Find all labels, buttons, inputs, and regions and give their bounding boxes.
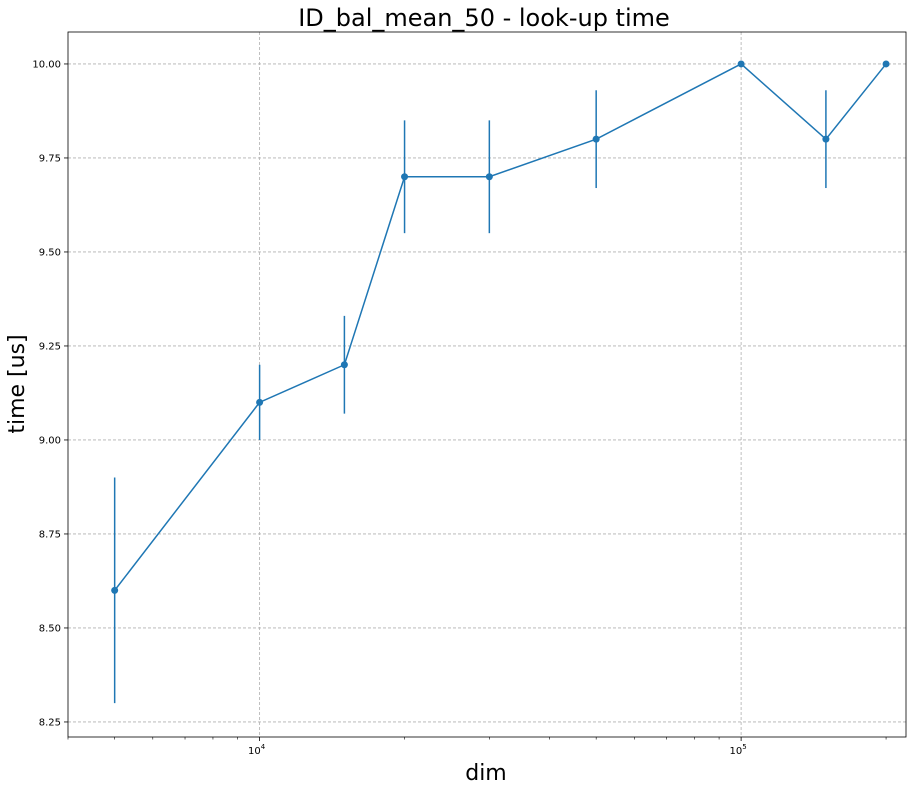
data-point xyxy=(111,586,119,594)
data-point xyxy=(592,135,600,143)
plot-frame xyxy=(67,31,907,738)
series xyxy=(111,60,890,704)
y-tick-label: 8.50 xyxy=(39,623,61,634)
y-tick-label: 10.00 xyxy=(32,59,61,70)
x-axis-label: dim xyxy=(465,761,507,786)
data-point xyxy=(401,173,409,181)
data-point xyxy=(882,60,890,68)
y-tick-label: 9.75 xyxy=(39,153,61,164)
y-tick-label: 9.50 xyxy=(39,247,61,258)
grid xyxy=(68,32,906,737)
y-tick-label: 8.75 xyxy=(39,529,61,540)
series-line xyxy=(114,63,887,591)
y-axis-label: time [us] xyxy=(5,334,30,433)
y-tick-label: 9.25 xyxy=(39,341,61,352)
x-tick-label: 104 xyxy=(248,743,266,757)
data-point xyxy=(822,135,830,143)
ticks: 8.25 8.50 8.75 9.00 9.25 9.50 9.75 10.00 104 105 xyxy=(32,59,887,757)
x-tick-label: 105 xyxy=(730,743,747,757)
y-tick-label: 9.00 xyxy=(39,435,61,446)
data-point xyxy=(340,361,348,369)
data-point xyxy=(256,398,264,406)
chart-title: ID_bal_mean_50 - look-up time xyxy=(298,4,670,32)
y-tick-label: 8.25 xyxy=(39,717,61,728)
data-point xyxy=(485,173,493,181)
data-point xyxy=(737,60,745,68)
